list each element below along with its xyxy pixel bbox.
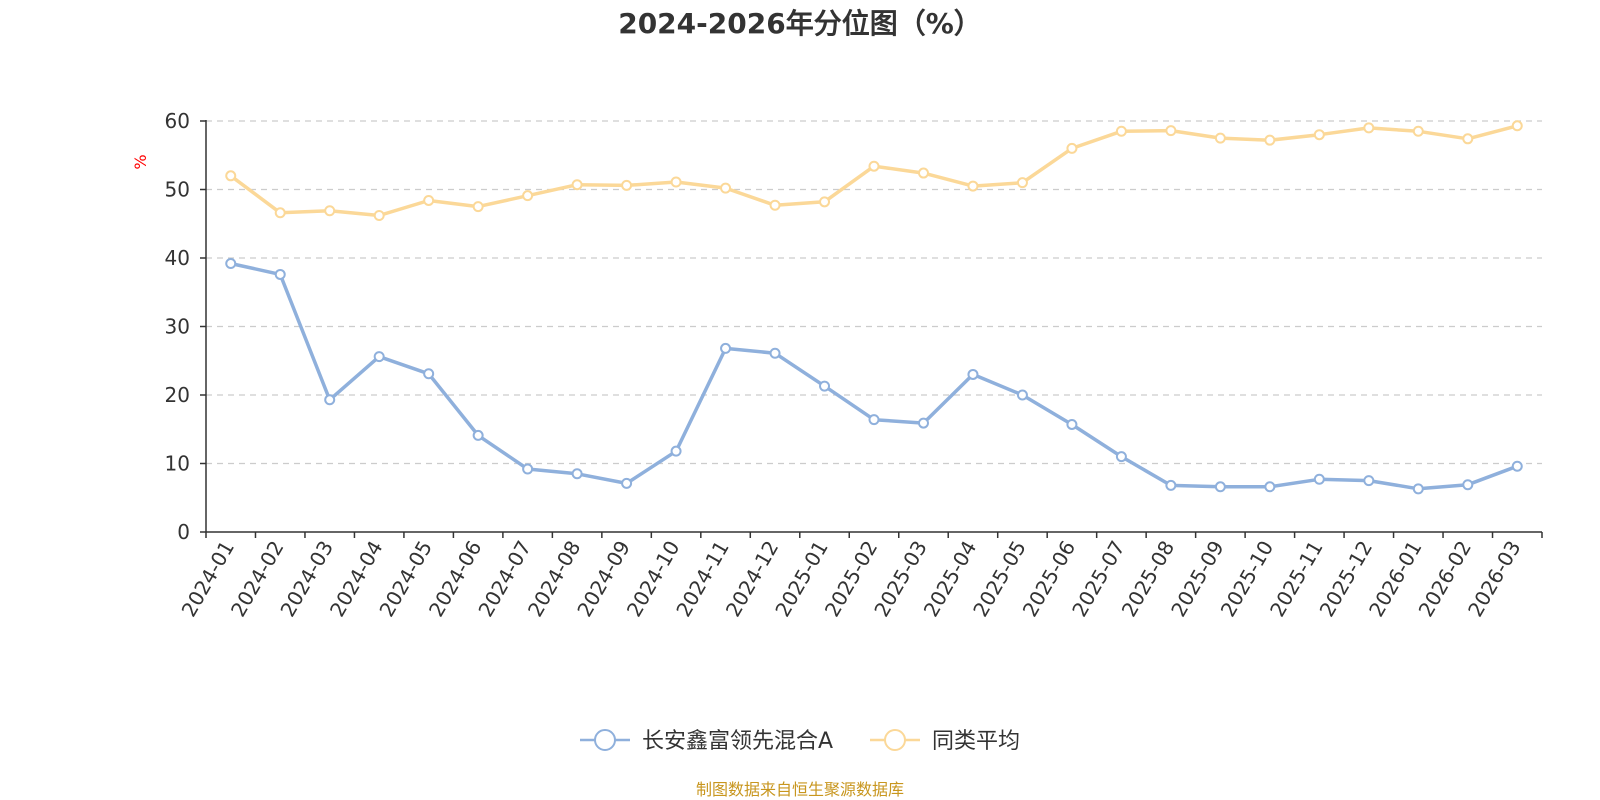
data-point[interactable]	[1462, 133, 1474, 145]
data-point[interactable]	[274, 207, 286, 219]
y-tick-label: 0	[177, 520, 190, 544]
data-point[interactable]	[1066, 142, 1078, 154]
data-point[interactable]	[1264, 134, 1276, 146]
data-point[interactable]	[571, 179, 583, 191]
data-point[interactable]	[225, 257, 237, 269]
legend-marker	[594, 729, 616, 751]
data-point[interactable]	[373, 210, 385, 222]
data-point[interactable]	[1115, 125, 1127, 137]
data-point[interactable]	[225, 170, 237, 182]
data-point[interactable]	[324, 205, 336, 217]
y-tick-label: 20	[165, 383, 190, 407]
source-note: 制图数据来自恒生聚源数据库	[696, 780, 904, 799]
data-point[interactable]	[1313, 473, 1325, 485]
data-point[interactable]	[1511, 120, 1523, 132]
data-point[interactable]	[621, 477, 633, 489]
data-point[interactable]	[967, 180, 979, 192]
data-point[interactable]	[917, 167, 929, 179]
data-point[interactable]	[1363, 122, 1375, 134]
data-point[interactable]	[1264, 481, 1276, 493]
y-tick-label: 50	[165, 178, 190, 202]
data-point[interactable]	[967, 368, 979, 380]
data-point[interactable]	[522, 190, 534, 202]
chart-title: 2024-2026年分位图（%）	[618, 7, 982, 40]
legend: 长安鑫富领先混合A 同类平均	[580, 729, 1020, 754]
data-point[interactable]	[769, 199, 781, 211]
data-point[interactable]	[472, 201, 484, 213]
y-tick-label: 60	[165, 109, 190, 133]
legend-item-0[interactable]: 长安鑫富领先混合A	[580, 729, 833, 754]
y-tick-label: 40	[165, 246, 190, 270]
data-point[interactable]	[1214, 481, 1226, 493]
data-point[interactable]	[720, 182, 732, 194]
data-point[interactable]	[1412, 483, 1424, 495]
legend-label: 同类平均	[932, 729, 1020, 754]
data-point[interactable]	[1363, 475, 1375, 487]
data-point[interactable]	[1115, 451, 1127, 463]
data-point[interactable]	[868, 160, 880, 172]
series-1	[225, 120, 1523, 222]
data-point[interactable]	[1016, 389, 1028, 401]
data-point[interactable]	[571, 468, 583, 480]
legend-marker	[884, 729, 906, 751]
data-point[interactable]	[917, 417, 929, 429]
data-point[interactable]	[720, 342, 732, 354]
data-point[interactable]	[670, 176, 682, 188]
legend-item-1[interactable]: 同类平均	[870, 729, 1020, 754]
data-point[interactable]	[472, 429, 484, 441]
data-point[interactable]	[868, 414, 880, 426]
legend-label: 长安鑫富领先混合A	[642, 729, 833, 754]
series-line	[228, 261, 1520, 491]
series-0	[225, 257, 1523, 495]
y-tick-label: 30	[165, 315, 190, 339]
data-point[interactable]	[819, 380, 831, 392]
data-point[interactable]	[373, 351, 385, 363]
data-point[interactable]	[1016, 177, 1028, 189]
data-point[interactable]	[1462, 479, 1474, 491]
series-layer	[225, 120, 1523, 495]
data-point[interactable]	[1313, 129, 1325, 141]
data-point[interactable]	[769, 347, 781, 359]
data-point[interactable]	[1214, 132, 1226, 144]
data-point[interactable]	[522, 463, 534, 475]
data-point[interactable]	[819, 196, 831, 208]
y-axis-unit-label: %	[131, 154, 150, 169]
y-tick-label: 10	[165, 452, 190, 476]
grid-lines	[206, 120, 1542, 465]
data-point[interactable]	[670, 445, 682, 457]
data-point[interactable]	[423, 194, 435, 206]
data-point[interactable]	[1066, 418, 1078, 430]
data-point[interactable]	[1165, 125, 1177, 137]
data-point[interactable]	[621, 179, 633, 191]
data-point[interactable]	[274, 268, 286, 280]
data-point[interactable]	[1165, 479, 1177, 491]
data-point[interactable]	[1511, 460, 1523, 472]
data-point[interactable]	[1412, 125, 1424, 137]
data-point[interactable]	[423, 368, 435, 380]
data-point[interactable]	[324, 394, 336, 406]
